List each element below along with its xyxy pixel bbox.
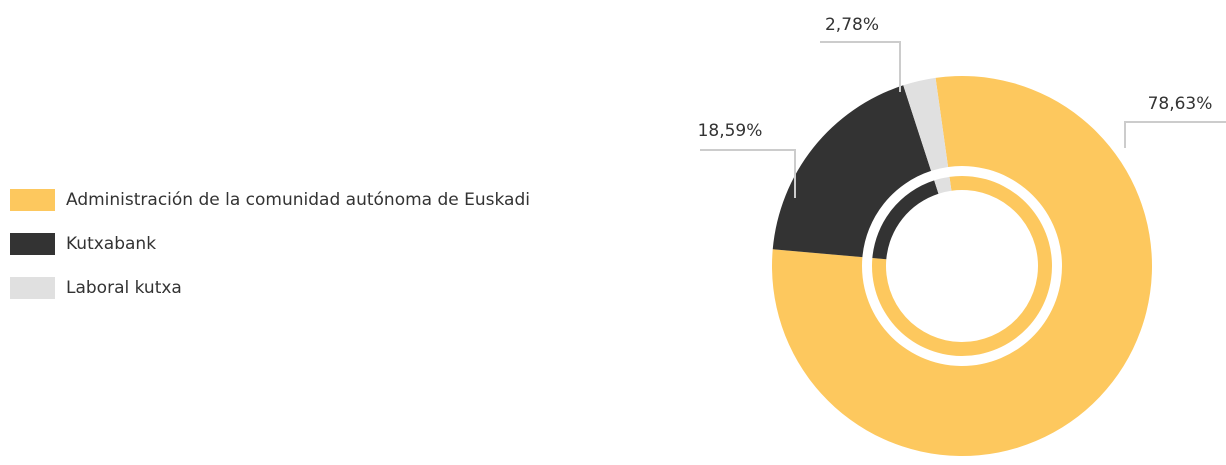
leader-line xyxy=(820,41,901,92)
leader-line xyxy=(700,149,796,198)
leader-line xyxy=(1124,121,1226,148)
legend-label: Kutxabank xyxy=(66,234,156,254)
legend-swatch xyxy=(10,277,55,299)
inner-ring-segment xyxy=(872,180,939,260)
legend-swatch xyxy=(10,189,55,211)
legend-label: Laboral kutxa xyxy=(66,278,182,298)
value-label: 18,59% xyxy=(698,121,763,141)
legend-label: Administración de la comunidad autónoma … xyxy=(66,190,530,210)
donut-segment xyxy=(772,85,932,258)
value-label: 2,78% xyxy=(825,15,879,35)
inner-ring-segment xyxy=(934,176,952,194)
legend-swatch xyxy=(10,233,55,255)
donut-segment xyxy=(772,76,1152,457)
value-label: 78,63% xyxy=(1148,94,1213,114)
donut-segment xyxy=(903,77,949,171)
